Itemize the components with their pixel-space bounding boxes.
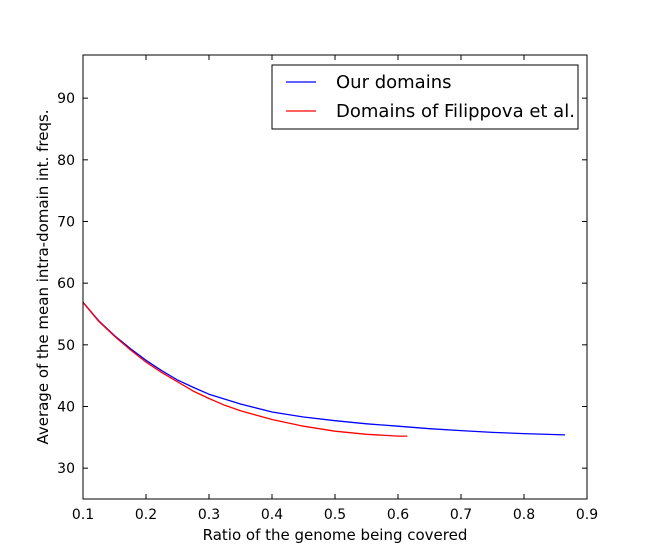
series-line-filippova (82, 301, 408, 437)
legend-box (271, 64, 579, 130)
x-tick-label: 0.9 (576, 507, 598, 523)
y-tick-label: 60 (57, 276, 75, 292)
x-axis-label: Ratio of the genome being covered (203, 526, 468, 544)
y-tick-label: 40 (57, 400, 75, 416)
legend-label-our-domains: Our domains (336, 72, 452, 93)
x-tick-label: 0.1 (72, 507, 94, 523)
x-tick-label: 0.7 (450, 507, 472, 523)
y-tick-label: 50 (57, 338, 75, 354)
legend-label-filippova: Domains of Filippova et al. (336, 101, 575, 122)
series-lines (82, 301, 566, 437)
legend: Our domains Domains of Filippova et al. (271, 64, 579, 130)
y-axis-label: Average of the mean intra-domain int. fr… (34, 109, 52, 444)
y-tick-label: 80 (57, 153, 75, 169)
x-tick-label: 0.6 (387, 507, 409, 523)
x-tick-label: 0.3 (198, 507, 220, 523)
x-tick-label: 0.8 (513, 507, 535, 523)
y-tick-label: 30 (57, 461, 75, 477)
series-line-our-domains (82, 301, 566, 436)
x-tick-label: 0.5 (324, 507, 346, 523)
y-tick-label: 70 (57, 215, 75, 231)
y-tick-label: 90 (57, 91, 75, 107)
x-tick-label: 0.2 (135, 507, 157, 523)
axis-ticks: 0.1 0.2 0.3 0.4 0.5 0.6 0.7 0.8 0.9 30 40 50 60 70 80 9… (57, 55, 598, 523)
plot-frame (82, 54, 588, 500)
x-tick-label: 0.4 (261, 507, 283, 523)
